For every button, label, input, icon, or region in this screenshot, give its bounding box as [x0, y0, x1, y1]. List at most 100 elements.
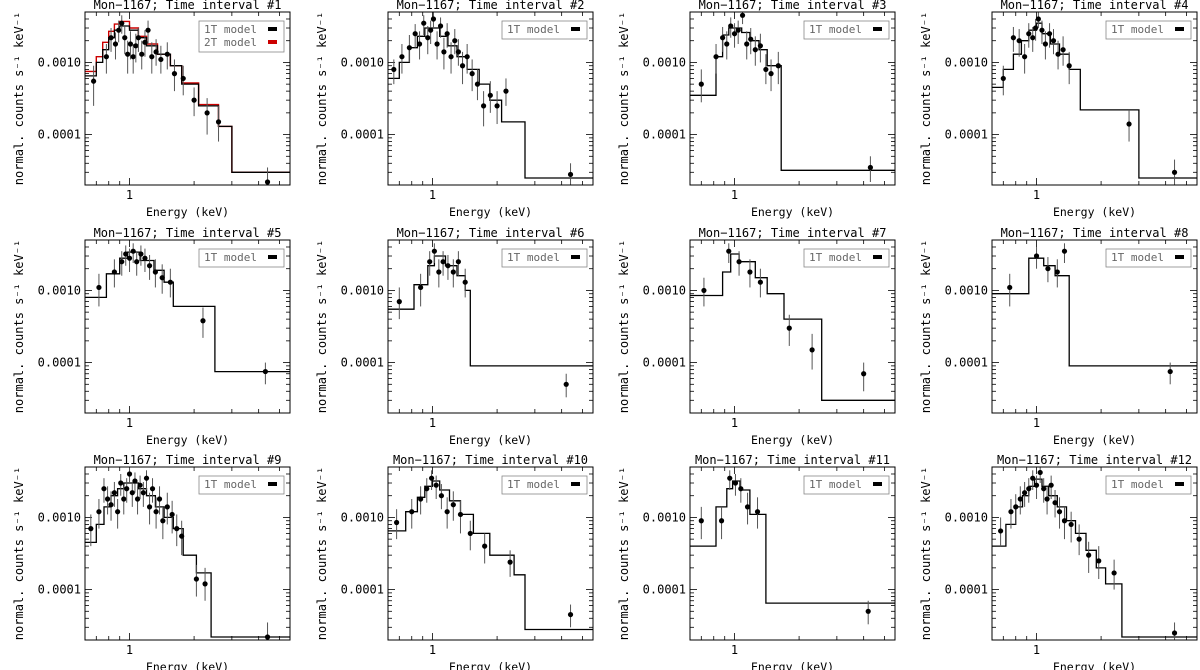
- data-point: [1035, 16, 1041, 22]
- data-point: [108, 502, 114, 508]
- data-point: [149, 486, 156, 492]
- x-tick-label: 1: [1033, 188, 1040, 202]
- x-axis-label: Energy (keV): [1053, 205, 1136, 219]
- data-point: [202, 581, 208, 587]
- data-point: [739, 12, 746, 18]
- x-tick-label: 1: [126, 643, 133, 657]
- legend-swatch: [571, 27, 580, 31]
- plot-content: [992, 243, 1197, 385]
- data-point: [1039, 27, 1045, 33]
- data-point: [1096, 558, 1102, 564]
- data-point: [425, 35, 431, 41]
- data-point: [445, 263, 451, 269]
- data-point: [757, 279, 763, 285]
- panel-title: Mon−1167; Time interval #12: [997, 453, 1192, 467]
- data-point: [406, 45, 412, 51]
- legend: 1T model: [198, 475, 285, 495]
- plot-frame: [387, 239, 594, 414]
- data-point: [133, 43, 139, 49]
- y-axis-label: normal. counts s⁻¹ keV⁻¹: [12, 12, 26, 185]
- data-point: [448, 54, 454, 60]
- y-axis-label: normal. counts s⁻¹ keV⁻¹: [12, 467, 26, 640]
- data-point: [731, 31, 738, 37]
- legend-box: [803, 475, 890, 495]
- data-point: [998, 528, 1004, 534]
- panel-2: Mon−1167; Time interval #2 0.0010 0.0001 1E…: [315, 0, 594, 219]
- data-point: [174, 526, 180, 532]
- data-point: [1032, 25, 1039, 31]
- y-axis-label: normal. counts s⁻¹ keV⁻¹: [617, 467, 631, 640]
- legend-box: [803, 20, 890, 40]
- data-point: [567, 171, 574, 178]
- data-point: [134, 259, 140, 265]
- data-point: [126, 255, 133, 261]
- data-point: [1050, 38, 1057, 44]
- x-axis-label: Energy (keV): [146, 205, 229, 219]
- data-point: [720, 35, 726, 41]
- panel-title: Mon−1167; Time interval #9: [94, 453, 282, 467]
- data-point: [726, 248, 732, 254]
- panel-title: Mon−1167; Time interval #3: [699, 0, 887, 12]
- data-point: [96, 284, 102, 291]
- data-point: [1000, 75, 1006, 82]
- panel-7: Mon−1167; Time interval #7 0.0010 0.0001 1E…: [617, 226, 896, 447]
- legend-label: 1T model: [507, 251, 560, 264]
- panel-9: Mon−1167; Time interval #9 0.0010 0.0001 1 E…: [12, 453, 291, 670]
- legend-swatch: [268, 255, 277, 259]
- data-point: [137, 482, 143, 488]
- data-point: [142, 255, 148, 261]
- plot-frame: [689, 239, 896, 414]
- data-point: [104, 496, 111, 502]
- data-point: [121, 496, 127, 502]
- data-point: [1061, 248, 1068, 254]
- data-point: [1008, 509, 1014, 515]
- data-point: [134, 496, 141, 502]
- data-point: [1171, 630, 1178, 636]
- data-point: [867, 164, 873, 171]
- data-point: [152, 269, 158, 275]
- y-tick-label: 0.0010: [341, 283, 384, 297]
- data-point: [744, 504, 751, 510]
- data-point: [130, 54, 136, 60]
- data-point: [727, 475, 733, 481]
- data-point: [160, 518, 166, 524]
- plot-content: [388, 12, 593, 185]
- data-point: [1126, 121, 1132, 127]
- legend-box: [501, 20, 588, 40]
- x-axis-label: Energy (keV): [449, 205, 532, 219]
- axis-ticks: [388, 240, 593, 413]
- data-point: [464, 54, 470, 60]
- data-point: [119, 20, 125, 26]
- data-point: [204, 110, 210, 116]
- model-1t-line: [690, 253, 895, 401]
- model-2t-line: [85, 20, 290, 174]
- data-point: [1048, 482, 1054, 488]
- data-point: [126, 471, 133, 477]
- data-point: [1022, 54, 1028, 60]
- data-point: [452, 38, 458, 44]
- x-axis-label: Energy (keV): [1053, 660, 1136, 670]
- data-point: [153, 509, 159, 515]
- data-point: [149, 54, 155, 60]
- data-point: [418, 284, 424, 291]
- data-point: [111, 269, 117, 275]
- data-point: [180, 75, 186, 82]
- data-point: [115, 509, 121, 515]
- data-point: [391, 66, 397, 73]
- data-point: [169, 511, 175, 518]
- y-tick-label: 0.0001: [945, 128, 988, 142]
- legend-box: [1105, 475, 1192, 495]
- x-tick-label: 1: [126, 416, 133, 430]
- plot-frame: [991, 11, 1198, 186]
- legend: 1T model: [1105, 20, 1192, 40]
- legend-box: [501, 475, 588, 495]
- panel-10: Mon−1167; Time interval #10 0.0010 0.0001 1…: [315, 453, 594, 670]
- y-axis-label: normal. counts s⁻¹ keV⁻¹: [617, 12, 631, 185]
- y-tick-label: 0.0001: [341, 128, 384, 142]
- legend-swatch: [571, 255, 580, 259]
- data-point: [125, 51, 131, 57]
- data-point: [1066, 63, 1072, 69]
- data-point: [724, 41, 730, 47]
- y-tick-label: 0.0010: [945, 55, 988, 69]
- data-point: [701, 287, 707, 294]
